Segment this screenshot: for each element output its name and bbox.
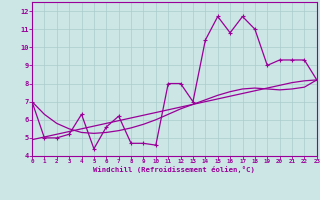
X-axis label: Windchill (Refroidissement éolien,°C): Windchill (Refroidissement éolien,°C) — [93, 166, 255, 173]
